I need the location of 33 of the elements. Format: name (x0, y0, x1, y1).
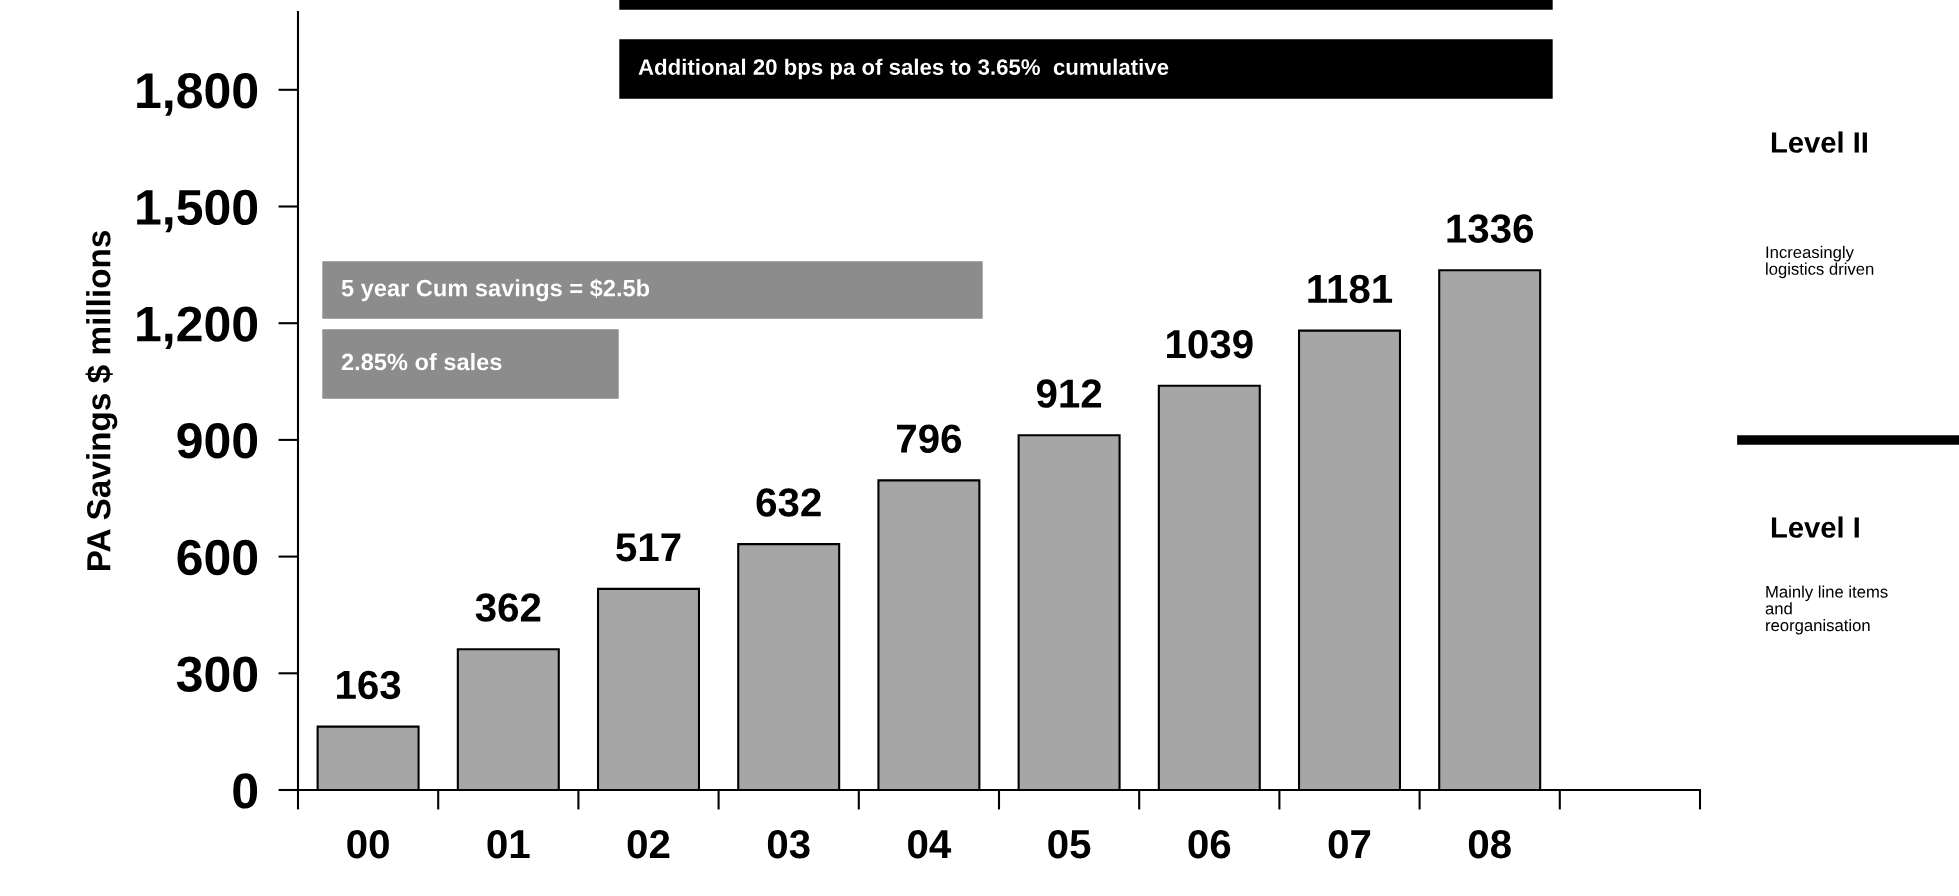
y-tick-label: 1,800 (137, 73, 258, 116)
annotation: 5 year Cum savings = $2.5b (341, 278, 650, 302)
x-tick-label: 04 (908, 829, 952, 859)
data-label: 796 (897, 424, 962, 453)
y-axis-title: PA Savings $ millions (85, 231, 118, 571)
x-tick-label: 06 (1188, 829, 1231, 859)
text: Level II (1771, 131, 1867, 153)
y-tick-label: 1,500 (137, 189, 258, 233)
x-tick-label: 00 (347, 829, 389, 859)
x-tick-label: 02 (627, 829, 670, 859)
y-tick-label: 1,200 (137, 306, 258, 350)
y-tick-label: 600 (177, 539, 258, 576)
x-tick-label: 01 (487, 829, 530, 859)
annotation: Additional 20 bps pa of sales to 3.65% cumulative (638, 58, 1169, 80)
text: Level I (1771, 516, 1859, 538)
data-label: 517 (616, 533, 681, 562)
data-label: 163 (337, 670, 401, 700)
x-tick-label: 05 (1048, 829, 1091, 859)
data-label: 632 (756, 488, 821, 517)
y-tick-label: 300 (176, 656, 258, 692)
data-label: 912 (1036, 379, 1102, 408)
y-tick-label: 0 (233, 773, 258, 809)
annotation: 2.85% of sales (341, 353, 502, 371)
data-label: 1336 (1447, 214, 1534, 243)
data-label: 1181 (1308, 274, 1393, 304)
x-tick-label: 07 (1328, 829, 1371, 859)
data-label: 362 (475, 593, 541, 622)
data-label: 1039 (1167, 329, 1253, 359)
text: Mainly line items and reorganisation (1765, 585, 1888, 635)
text: Increasingly logistics driven (1766, 245, 1874, 279)
x-tick-label: 08 (1468, 829, 1511, 859)
y-tick-label: 900 (177, 423, 258, 459)
x-tick-label: 03 (767, 829, 810, 859)
